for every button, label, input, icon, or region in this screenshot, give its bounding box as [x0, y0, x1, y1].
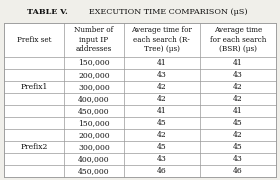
Text: 150,000: 150,000 [78, 119, 110, 127]
Text: 42: 42 [157, 83, 167, 91]
Text: Prefix2: Prefix2 [20, 143, 48, 151]
Text: 43: 43 [157, 155, 167, 163]
Text: 42: 42 [157, 95, 167, 103]
Text: 41: 41 [233, 107, 243, 115]
Text: 46: 46 [233, 167, 243, 175]
Bar [4, 22, 276, 177]
Text: 43: 43 [233, 155, 243, 163]
Text: 41: 41 [233, 59, 243, 67]
Text: 45: 45 [233, 143, 243, 151]
Text: 200,000: 200,000 [78, 71, 110, 79]
Text: 450,000: 450,000 [78, 167, 110, 175]
Text: 42: 42 [233, 83, 243, 91]
Text: 150,000: 150,000 [78, 59, 110, 67]
Text: TABLE V.: TABLE V. [27, 8, 68, 16]
Text: 400,000: 400,000 [78, 95, 110, 103]
Text: 300,000: 300,000 [78, 83, 110, 91]
Text: 200,000: 200,000 [78, 131, 110, 139]
Text: 43: 43 [233, 71, 243, 79]
Text: Prefix1: Prefix1 [20, 83, 48, 91]
Text: Number of
input IP
addresses: Number of input IP addresses [74, 26, 113, 53]
Text: 42: 42 [233, 131, 243, 139]
Text: 42: 42 [233, 95, 243, 103]
Text: Prefix set: Prefix set [17, 35, 51, 44]
Text: 45: 45 [157, 119, 167, 127]
Text: 43: 43 [157, 71, 167, 79]
Text: 45: 45 [157, 143, 167, 151]
Text: 41: 41 [157, 107, 167, 115]
Text: 45: 45 [233, 119, 243, 127]
Text: 400,000: 400,000 [78, 155, 110, 163]
Text: 450,000: 450,000 [78, 107, 110, 115]
Text: Average time for
each search (R-
Tree) (μs): Average time for each search (R- Tree) (… [131, 26, 192, 53]
Text: Average time
for each search
(BSR) (μs): Average time for each search (BSR) (μs) [210, 26, 266, 53]
Text: 300,000: 300,000 [78, 143, 110, 151]
Text: 42: 42 [157, 131, 167, 139]
Text: 41: 41 [157, 59, 167, 67]
Text: 46: 46 [157, 167, 167, 175]
Text: EXECUTION TIME COMPARISON (μS): EXECUTION TIME COMPARISON (μS) [89, 8, 247, 16]
